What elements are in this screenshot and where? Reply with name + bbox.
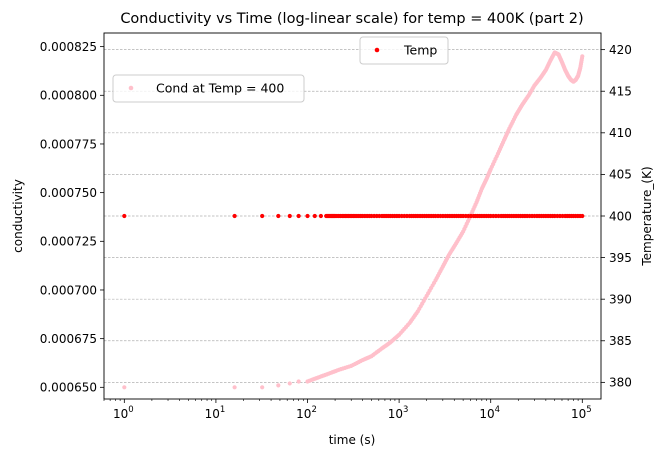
right-tick-label: 410 xyxy=(609,126,632,140)
x-tick-base: 10 xyxy=(388,407,403,421)
right-tick-label: 405 xyxy=(609,168,632,182)
x-tick-exponent: 0 xyxy=(128,405,133,415)
temperature-point xyxy=(232,213,237,219)
left-axis-label: conductivity xyxy=(11,179,25,253)
legend-temp-marker xyxy=(374,47,380,53)
right-tick-label: 395 xyxy=(609,251,632,265)
right-tick-label: 415 xyxy=(609,85,632,99)
x-tick-label: 102 xyxy=(296,405,317,421)
x-axis-label: time (s) xyxy=(329,433,376,447)
right-tick-label: 380 xyxy=(609,376,632,390)
right-tick-label: 385 xyxy=(609,334,632,348)
left-tick-label: 0.000725 xyxy=(40,235,97,249)
right-tick-label: 420 xyxy=(609,43,632,57)
left-tick-label: 0.000700 xyxy=(40,283,97,297)
x-tick-label: 104 xyxy=(479,405,500,421)
legend-conductivity-marker xyxy=(128,85,134,91)
left-tick-label: 0.000800 xyxy=(40,89,97,103)
x-axis-ticks: 100 101 102 103 104 105 xyxy=(103,399,592,421)
x-tick-base: 10 xyxy=(113,407,128,421)
temperature-point xyxy=(580,213,585,219)
left-axis-ticks: 0.000650 0.000675 0.000700 0.000725 0.000750… xyxy=(40,40,104,395)
legend-temp: Temp xyxy=(359,36,449,65)
x-tick-exponent: 1 xyxy=(220,405,225,415)
temperature-point xyxy=(318,213,323,219)
temperature-point xyxy=(296,213,301,219)
legend-temp-box xyxy=(359,36,449,65)
x-tick-label: 100 xyxy=(113,405,134,421)
x-tick-exponent: 3 xyxy=(403,405,408,415)
x-tick-label: 105 xyxy=(571,405,592,421)
legend-conductivity: Cond at Temp = 400 xyxy=(112,74,305,103)
right-axis-ticks: 380 385 390 395 400 405 410 415 420 xyxy=(601,43,632,390)
temperature-point xyxy=(276,213,281,219)
x-tick-base: 10 xyxy=(571,407,586,421)
temperature-point xyxy=(305,213,310,219)
x-tick-exponent: 5 xyxy=(586,405,591,415)
conductivity-point xyxy=(276,383,281,388)
right-tick-label: 400 xyxy=(609,209,632,223)
legend-conductivity-label: Cond at Temp = 400 xyxy=(156,81,284,96)
temperature-point xyxy=(260,213,265,219)
legend-conductivity-box xyxy=(112,74,305,103)
temperature-point xyxy=(312,213,317,219)
left-tick-label: 0.000650 xyxy=(40,381,97,395)
x-tick-exponent: 4 xyxy=(495,405,500,415)
left-tick-label: 0.000750 xyxy=(40,186,97,200)
x-tick-base: 10 xyxy=(296,407,311,421)
conductivity-series xyxy=(122,50,585,390)
temperature-series xyxy=(122,213,585,219)
x-tick-label: 103 xyxy=(388,405,409,421)
left-tick-label: 0.000825 xyxy=(40,40,97,54)
conductivity-point xyxy=(287,381,292,386)
x-tick-base: 10 xyxy=(205,407,220,421)
legend-temp-label: Temp xyxy=(403,43,437,58)
temperature-point xyxy=(287,213,292,219)
temperature-point xyxy=(122,213,127,219)
chart-title: Conductivity vs Time (log-linear scale) … xyxy=(120,11,583,27)
conductivity-point xyxy=(260,385,265,390)
left-tick-label: 0.000775 xyxy=(40,137,97,151)
conductivity-point xyxy=(580,54,585,59)
conductivity-point xyxy=(232,385,237,390)
x-tick-label: 101 xyxy=(205,405,226,421)
conductivity-point xyxy=(122,385,127,390)
right-tick-label: 390 xyxy=(609,292,632,306)
conductivity-point xyxy=(296,379,301,384)
x-tick-exponent: 2 xyxy=(311,405,316,415)
left-tick-label: 0.000675 xyxy=(40,332,97,346)
x-tick-base: 10 xyxy=(479,407,494,421)
right-axis-label: Temperature_(K) xyxy=(640,166,654,266)
